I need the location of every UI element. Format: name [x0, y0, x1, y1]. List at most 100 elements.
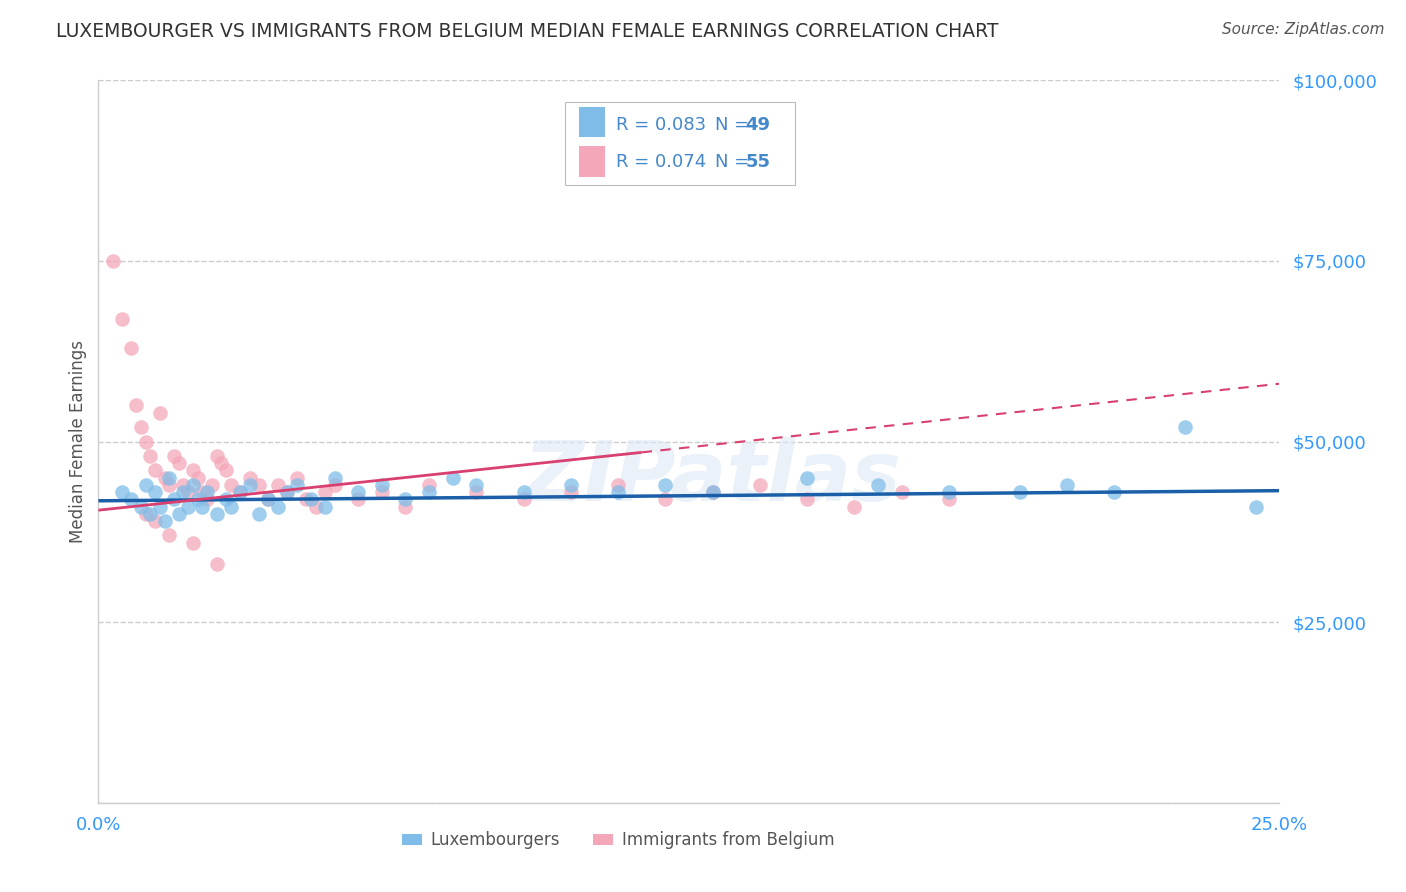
Point: [702, 485, 724, 500]
Point: [157, 528, 180, 542]
Text: N =: N =: [714, 116, 755, 134]
Point: [267, 500, 290, 514]
Point: [139, 507, 162, 521]
Point: [512, 492, 534, 507]
Point: [111, 485, 134, 500]
Point: [418, 485, 440, 500]
Point: [205, 507, 228, 521]
Text: 55: 55: [745, 153, 770, 170]
Point: [163, 449, 186, 463]
Point: [201, 478, 224, 492]
Point: [187, 492, 209, 507]
Point: [149, 406, 172, 420]
Point: [191, 485, 214, 500]
Text: N =: N =: [714, 153, 755, 170]
Point: [560, 478, 582, 492]
Point: [205, 449, 228, 463]
Point: [285, 470, 308, 484]
Point: [111, 311, 134, 326]
Point: [607, 485, 630, 500]
Point: [149, 500, 172, 514]
Point: [1102, 485, 1125, 500]
Point: [172, 485, 194, 500]
Point: [177, 500, 200, 514]
Point: [441, 470, 464, 484]
Point: [305, 500, 328, 514]
Point: [796, 492, 818, 507]
Point: [153, 514, 176, 528]
Point: [654, 478, 676, 492]
Point: [938, 492, 960, 507]
Point: [748, 478, 770, 492]
Point: [267, 478, 290, 492]
Point: [167, 507, 190, 521]
Point: [219, 500, 242, 514]
Text: ZIPatlas: ZIPatlas: [523, 437, 901, 518]
Point: [347, 485, 370, 500]
Point: [129, 420, 152, 434]
Point: [121, 341, 143, 355]
Text: LUXEMBOURGER VS IMMIGRANTS FROM BELGIUM MEDIAN FEMALE EARNINGS CORRELATION CHART: LUXEMBOURGER VS IMMIGRANTS FROM BELGIUM …: [56, 22, 998, 41]
Point: [215, 463, 238, 477]
Point: [195, 492, 218, 507]
Point: [121, 492, 143, 507]
Point: [1244, 500, 1267, 514]
Point: [1008, 485, 1031, 500]
Point: [181, 478, 204, 492]
Point: [314, 500, 336, 514]
Point: [1056, 478, 1078, 492]
Point: [866, 478, 889, 492]
Point: [125, 398, 148, 412]
Point: [153, 470, 176, 484]
Point: [143, 485, 166, 500]
Point: [157, 470, 180, 484]
Point: [247, 507, 270, 521]
Point: [215, 492, 238, 507]
Point: [1174, 420, 1197, 434]
Point: [219, 478, 242, 492]
Point: [167, 456, 190, 470]
Point: [371, 478, 394, 492]
FancyBboxPatch shape: [579, 146, 605, 177]
Point: [394, 492, 416, 507]
Point: [229, 485, 252, 500]
Point: [181, 535, 204, 549]
Point: [143, 463, 166, 477]
Point: [295, 492, 318, 507]
Y-axis label: Median Female Earnings: Median Female Earnings: [69, 340, 87, 543]
Text: R = 0.083: R = 0.083: [616, 116, 706, 134]
Point: [844, 500, 866, 514]
Point: [512, 485, 534, 500]
Point: [314, 485, 336, 500]
Point: [465, 485, 488, 500]
Point: [347, 492, 370, 507]
Point: [418, 478, 440, 492]
Legend: Luxembourgers, Immigrants from Belgium: Luxembourgers, Immigrants from Belgium: [395, 824, 841, 856]
Text: 49: 49: [745, 116, 770, 134]
Point: [209, 456, 232, 470]
Point: [257, 492, 280, 507]
Text: Source: ZipAtlas.com: Source: ZipAtlas.com: [1222, 22, 1385, 37]
Point: [205, 558, 228, 572]
Point: [796, 470, 818, 484]
Point: [702, 485, 724, 500]
Point: [654, 492, 676, 507]
Point: [276, 485, 298, 500]
Point: [239, 478, 262, 492]
Point: [157, 478, 180, 492]
Point: [172, 478, 194, 492]
Point: [323, 478, 346, 492]
Point: [195, 485, 218, 500]
Point: [139, 449, 162, 463]
Point: [181, 463, 204, 477]
Point: [135, 507, 157, 521]
Point: [129, 500, 152, 514]
Point: [101, 253, 124, 268]
Point: [135, 478, 157, 492]
Point: [285, 478, 308, 492]
Point: [135, 434, 157, 449]
Point: [299, 492, 322, 507]
Point: [323, 470, 346, 484]
Point: [143, 514, 166, 528]
Point: [191, 500, 214, 514]
